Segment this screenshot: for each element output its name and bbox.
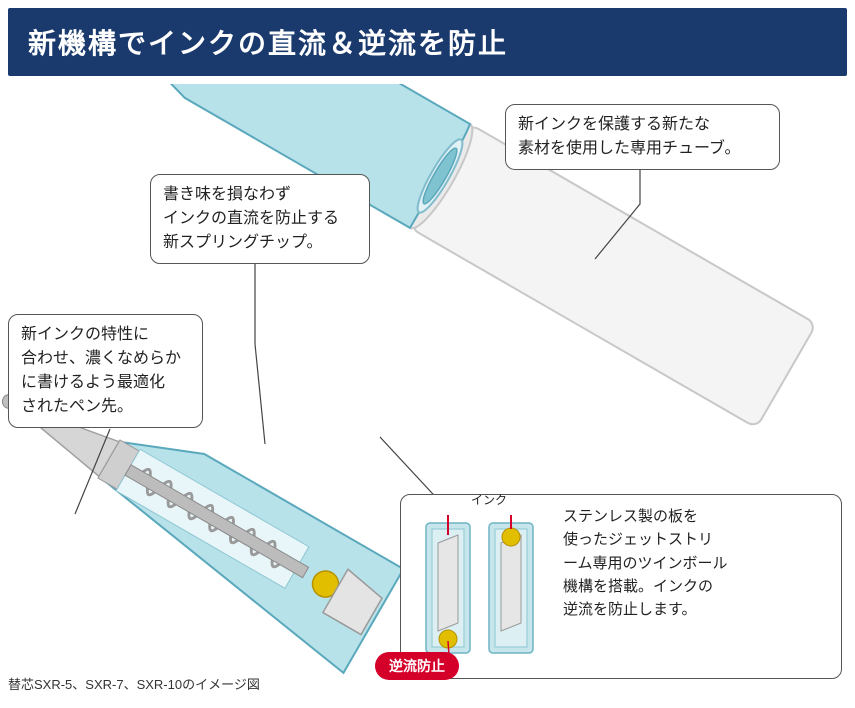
inset-line3: ーム専用のツインボール (563, 552, 827, 575)
inset-text: ステンレス製の板を 使ったジェットストリ ーム専用のツインボール 機構を搭載。イ… (563, 505, 827, 621)
callout-spring-line2: インクの直流を防止する (163, 207, 357, 231)
refill-caption-text: 替芯SXR-5、SXR-7、SXR-10のイメージ図 (8, 677, 260, 692)
inset-line2: 使ったジェットストリ (563, 528, 827, 551)
header-text: 新機構でインクの直流＆逆流を防止 (28, 28, 508, 59)
refill-caption: 替芯SXR-5、SXR-7、SXR-10のイメージ図 (8, 674, 260, 693)
inset-diagram-svg (411, 505, 556, 665)
inset-line1: ステンレス製の板を (563, 505, 827, 528)
inset-line4: 機構を搭載。インクの (563, 575, 827, 598)
callout-tip-line2: 合わせ、濃くなめらか (21, 347, 190, 371)
callout-tip-line4: されたペン先。 (21, 395, 190, 419)
callout-tube-line2: 素材を使用した専用チューブ。 (518, 137, 767, 161)
callout-spring-line3: 新スプリングチップ。 (163, 231, 357, 255)
backflow-badge-text: 逆流防止 (389, 658, 445, 674)
callout-spring-line1: 書き味を損なわず (163, 183, 357, 207)
callout-tip-line1: 新インクの特性に (21, 323, 190, 347)
inset-twinball: インク ステンレス製の板を 使ったジェットストリ ーム専用のツインボール 機構を… (400, 494, 842, 679)
callout-tube: 新インクを保護する新たな 素材を使用した専用チューブ。 (505, 104, 780, 170)
header-banner: 新機構でインクの直流＆逆流を防止 (8, 8, 847, 76)
inset-line5: 逆流を防止します。 (563, 598, 827, 621)
callout-spring: 書き味を損なわず インクの直流を防止する 新スプリングチップ。 (150, 174, 370, 264)
callout-tip: 新インクの特性に 合わせ、濃くなめらか に書けるよう最適化 されたペン先。 (8, 314, 203, 428)
callout-tip-line3: に書けるよう最適化 (21, 371, 190, 395)
diagram-canvas: 新インクを保護する新たな 素材を使用した専用チューブ。 書き味を損なわず インク… (0, 84, 855, 704)
backflow-badge: 逆流防止 (375, 652, 459, 680)
ink-label: インク (471, 491, 507, 510)
callout-tube-line1: 新インクを保護する新たな (518, 113, 767, 137)
